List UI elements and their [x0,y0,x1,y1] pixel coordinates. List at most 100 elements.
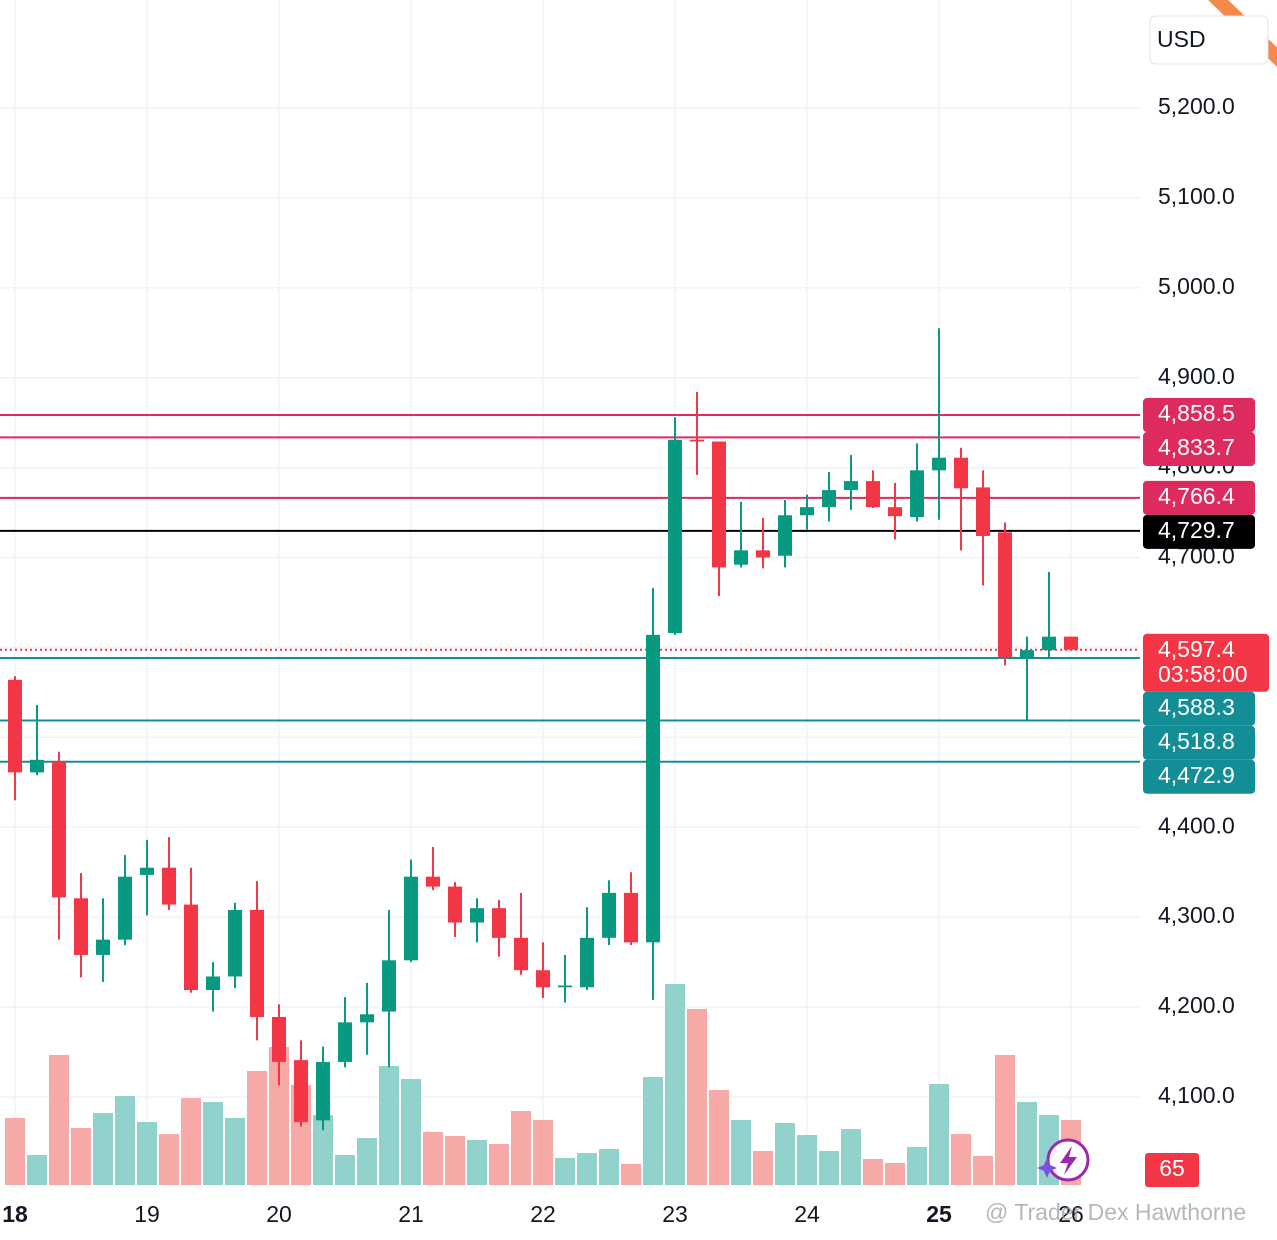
volume-bar [181,1098,201,1185]
y-tick-label: 4,100.0 [1158,1082,1235,1108]
volume-bar [137,1122,157,1185]
y-tick-label: 5,200.0 [1158,93,1235,119]
candle-body [646,634,660,943]
level-label: 4,597.4 [1158,636,1235,662]
volume-bar [577,1153,597,1185]
y-tick-label: 5,100.0 [1158,183,1235,209]
price-levels [0,414,1140,763]
x-tick-label: 21 [398,1201,424,1227]
price-axis-panel [1140,0,1277,1240]
level-label-box [1143,725,1255,760]
volume-bar [357,1138,377,1185]
candle-body [96,939,110,955]
volume-bar [225,1118,245,1185]
candle-body [976,487,990,536]
volume-bar [247,1071,267,1185]
volume-bar [907,1147,927,1185]
volume-bar [423,1132,443,1185]
volume-bar [885,1163,905,1185]
volume-bar [489,1144,509,1185]
volume-bar [731,1120,751,1185]
volume-bar [533,1120,553,1185]
volume-bar [863,1159,883,1185]
volume-bar [27,1155,47,1185]
candle-body [778,515,792,556]
candle-body [1042,636,1056,651]
icon-sparkle [1037,1158,1057,1178]
volume-bar [599,1149,619,1185]
watermark: @ Trader Dex Hawthorne [985,1199,1246,1225]
x-tick-label: 19 [134,1201,160,1227]
candle-body [470,908,484,923]
level-label: 4,858.5 [1158,400,1235,426]
level-label-box [1143,691,1255,726]
volume-bar [93,1113,113,1185]
currency: USD [1157,26,1206,52]
candle-body [404,876,418,961]
volume-bars [5,984,1081,1185]
volume-bar [203,1102,223,1185]
candle-body [448,886,462,923]
candle-body [140,867,154,875]
volume-bar [687,1009,707,1185]
candle-body [30,759,44,773]
currency-box[interactable] [1149,15,1269,65]
level-label: 4,766.4 [1158,483,1235,509]
volume-bar [115,1096,135,1185]
candle-body [954,457,968,489]
level-labels: 4,858.5 4,833.7 4,766.4 4,729.7 4,597.403:58… [1143,398,1269,1187]
candle-body [756,550,770,558]
volume-bar [995,1055,1015,1185]
candle-body [998,532,1012,658]
volume-bar [1017,1102,1037,1185]
candle-body [800,507,814,516]
candle-body [228,909,242,977]
y-tick-label: 4,900.0 [1158,363,1235,389]
candle-body [514,937,528,971]
x-tick-label: 26 [1058,1201,1084,1227]
level-label: 4,833.7 [1158,434,1235,460]
grid [0,0,1140,1185]
level-label-box [1143,398,1255,433]
volume-bar [555,1158,575,1185]
x-tick-label: 18 [2,1201,28,1227]
candle-body [272,1016,286,1062]
x-tick-label: 23 [662,1201,688,1227]
volume-tag-box [1145,1153,1199,1187]
candle-body [360,1014,374,1023]
volume-bar [49,1055,69,1185]
candle-body [316,1061,330,1121]
candle-body [866,481,880,508]
candle-body [1020,650,1034,658]
level-label: 4,518.8 [1158,728,1235,754]
candle-body [734,550,748,565]
volume-bar [819,1151,839,1185]
candle-body [668,439,682,634]
candle-body [558,985,572,988]
volume-bar [775,1123,795,1185]
volume-bar [643,1077,663,1185]
candle-body [932,457,946,471]
candle-body [426,876,440,887]
volume-bar [467,1140,487,1185]
candle-body [492,908,506,938]
volume-bar [665,984,685,1185]
volume-bar [511,1111,531,1185]
volume-bar [71,1128,91,1185]
y-tick-label: 5,000.0 [1158,273,1235,299]
candle-body [382,960,396,1012]
x-tick-label: 25 [926,1201,952,1227]
candle-body [118,876,132,940]
countdown-label: 03:58:00 [1158,661,1248,687]
candle-body [822,490,836,508]
candle-body [624,892,638,943]
candle-body [712,441,726,568]
level-label: 4,588.3 [1158,694,1235,720]
y-tick-label: 4,400.0 [1158,812,1235,838]
lightning-icon[interactable] [1037,1138,1090,1182]
candle-body [74,898,88,955]
candle-body [690,439,704,442]
candle-body [250,909,264,1017]
level-label-box [1143,633,1269,692]
